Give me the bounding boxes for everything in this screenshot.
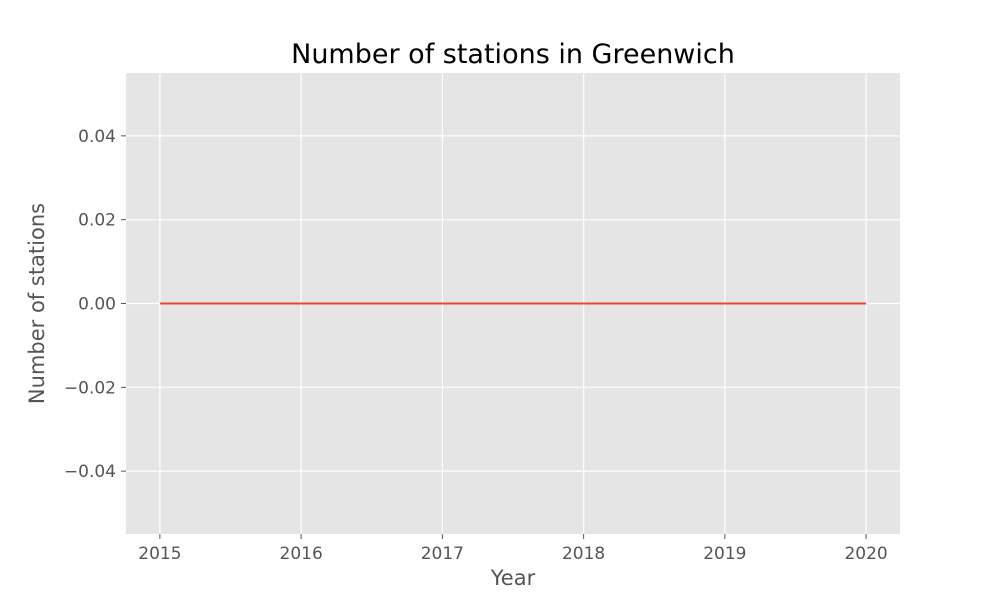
y-tick-label: −0.04 xyxy=(64,462,116,482)
y-tick-label: −0.02 xyxy=(64,378,116,398)
y-axis-label: Number of stations xyxy=(25,203,49,404)
y-tick-label: 0.04 xyxy=(78,127,116,147)
y-tick-label: 0.00 xyxy=(78,295,116,315)
x-tick-label: 2016 xyxy=(280,544,323,564)
y-axis-ticks: 0.04 0.02 0.00 −0.02 −0.04 xyxy=(64,127,126,482)
x-tick-label: 2017 xyxy=(421,544,464,564)
chart-title: Number of stations in Greenwich xyxy=(291,39,735,70)
x-axis-ticks: 2015 2016 2017 2018 2019 2020 xyxy=(138,534,888,564)
x-axis-label: Year xyxy=(490,566,536,590)
x-tick-label: 2018 xyxy=(562,544,605,564)
x-tick-label: 2015 xyxy=(138,544,181,564)
y-tick-label: 0.02 xyxy=(78,211,116,231)
x-tick-label: 2020 xyxy=(844,544,887,564)
x-tick-label: 2019 xyxy=(703,544,746,564)
